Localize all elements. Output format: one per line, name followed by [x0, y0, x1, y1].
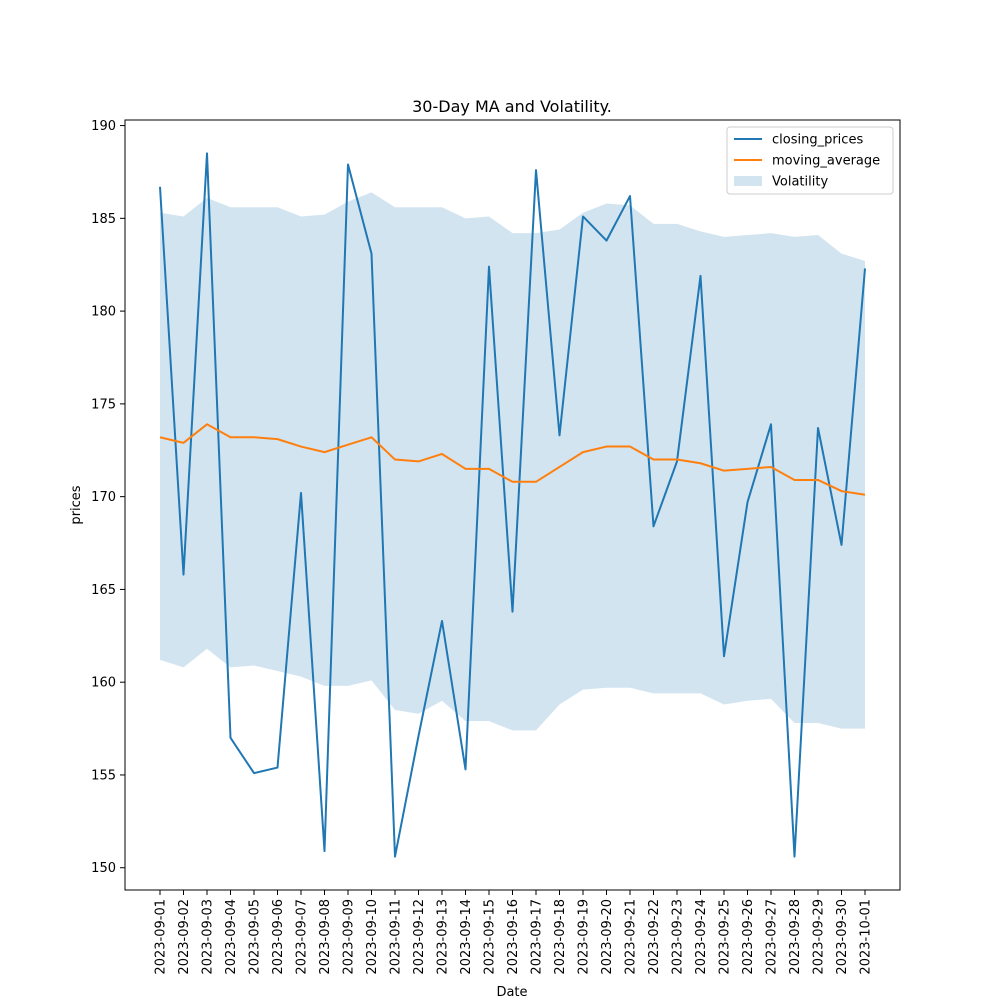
y-tick-label: 155: [91, 768, 116, 783]
x-tick-label: 2023-09-10: [365, 899, 380, 975]
x-tick-label: 2023-09-12: [412, 899, 427, 975]
x-tick-label: 2023-09-18: [553, 899, 568, 975]
x-tick-label: 2023-09-22: [647, 899, 662, 975]
legend-entry: moving_average: [772, 154, 880, 169]
series-line-moving-average: [159, 423, 866, 496]
x-tick-label: 2023-09-03: [201, 899, 216, 975]
y-tick-label: 185: [91, 212, 116, 227]
x-tick-label: 2023-09-25: [718, 899, 733, 975]
legend-entry: closing_prices: [772, 133, 863, 148]
x-tick-label: 2023-09-11: [389, 899, 404, 975]
volatility-band: [160, 192, 865, 731]
x-tick-label: 2023-09-05: [248, 899, 263, 975]
legend-entry: Volatility: [772, 175, 828, 190]
x-tick-label: 2023-09-14: [459, 899, 474, 975]
x-tick-label: 2023-09-23: [671, 899, 686, 975]
y-tick-label: 180: [91, 305, 116, 320]
y-tick-label: 150: [91, 861, 116, 876]
y-tick-label: 165: [91, 583, 116, 598]
x-tick-label: 2023-09-29: [812, 899, 827, 975]
y-axis-label: prices: [69, 485, 84, 524]
x-tick-label: 2023-09-16: [506, 899, 521, 975]
x-tick-label: 2023-09-21: [624, 899, 639, 975]
x-tick-label: 2023-09-26: [741, 899, 756, 975]
x-tick-label: 2023-10-01: [859, 899, 874, 975]
x-tick-label: 2023-09-24: [694, 899, 709, 975]
x-tick-label: 2023-09-04: [224, 899, 239, 975]
x-tick-label: 2023-09-28: [788, 899, 803, 975]
legend-swatch: [734, 176, 762, 186]
x-tick-label: 2023-09-08: [318, 899, 333, 975]
x-tick-label: 2023-09-15: [483, 899, 498, 975]
chart-title: 30-Day MA and Volatility.: [412, 97, 612, 116]
x-tick-label: 2023-09-13: [436, 899, 451, 975]
y-tick-label: 170: [91, 490, 116, 505]
x-tick-label: 2023-09-06: [271, 899, 286, 975]
x-axis-label: Date: [496, 985, 527, 1000]
y-tick-label: 175: [91, 397, 116, 412]
legend-frame: [726, 126, 894, 195]
x-tick-label: 2023-09-02: [177, 899, 192, 975]
series-line-closing-prices: [159, 152, 866, 858]
x-tick-label: 2023-09-09: [342, 899, 357, 975]
x-tick-label: 2023-09-27: [765, 899, 780, 975]
y-tick-label: 190: [91, 119, 116, 134]
legend: closing_prices moving_average Volatility: [726, 126, 894, 195]
y-tick-label: 160: [91, 676, 116, 691]
x-tick-label: 2023-09-07: [295, 899, 310, 975]
x-tick-label: 2023-09-19: [577, 899, 592, 975]
x-tick-label: 2023-09-30: [835, 899, 850, 975]
x-tick-label: 2023-09-01: [154, 899, 169, 975]
x-tick-label: 2023-09-20: [600, 899, 615, 975]
x-tick-label: 2023-09-17: [530, 899, 545, 975]
